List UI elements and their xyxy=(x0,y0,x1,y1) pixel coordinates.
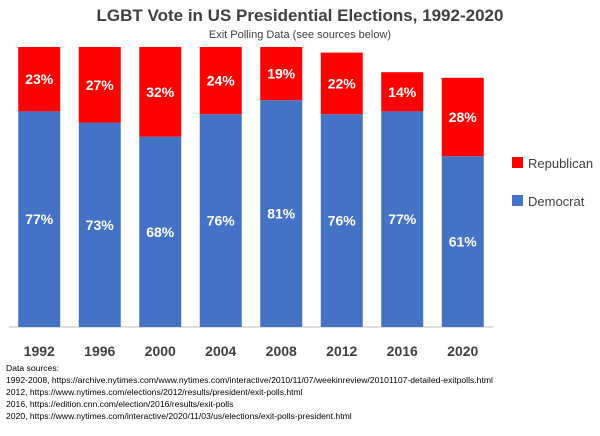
source-line[interactable]: 2016, https://edition.cnn.com/election/2… xyxy=(6,399,234,409)
x-tick-label: 2004 xyxy=(205,343,236,359)
bar-republican xyxy=(381,72,424,112)
data-label-republican: 22% xyxy=(328,75,357,91)
legend-swatch xyxy=(512,157,523,168)
data-label-republican: 19% xyxy=(267,66,296,82)
data-label-democrat: 77% xyxy=(388,211,417,227)
bar-democrat xyxy=(441,156,484,327)
legend-label: Republican xyxy=(528,156,593,171)
data-label-democrat: 73% xyxy=(86,217,115,233)
bar-republican xyxy=(18,47,61,112)
x-tick-label: 2020 xyxy=(447,343,478,359)
bar-republican xyxy=(139,47,182,137)
data-label-democrat: 76% xyxy=(328,213,357,229)
chart-title: LGBT Vote in US Presidential Elections, … xyxy=(96,6,504,25)
data-label-democrat: 76% xyxy=(207,213,236,229)
data-label-democrat: 81% xyxy=(267,206,296,222)
x-tick-label: 2008 xyxy=(266,343,297,359)
x-tick-label: 1992 xyxy=(24,343,55,359)
chart-plot: 77% 23% 1992 73% 27% 1996 68% 32% 2000 76% 24% 2004… xyxy=(9,47,593,359)
data-label-democrat: 61% xyxy=(449,234,478,250)
data-label-republican: 28% xyxy=(449,109,478,125)
chart-subtitle: Exit Polling Data (see sources below) xyxy=(208,29,392,41)
x-tick-label: 2000 xyxy=(145,343,176,359)
bar-democrat xyxy=(139,136,182,327)
source-line[interactable]: 1992-2008, https://archive.nytimes.com/w… xyxy=(6,375,493,385)
data-label-republican: 23% xyxy=(25,71,54,87)
bar-democrat xyxy=(199,114,242,327)
bar-republican xyxy=(320,52,363,115)
data-sources: Data sources: 1992-2008, https://archive… xyxy=(6,362,596,422)
bar-republican xyxy=(199,47,242,115)
bar-republican xyxy=(441,77,484,157)
data-label-republican: 27% xyxy=(86,77,115,93)
x-tick-label: 2016 xyxy=(387,343,418,359)
data-label-democrat: 68% xyxy=(146,224,175,240)
sources-heading: Data sources: xyxy=(6,363,60,373)
x-tick-label: 1996 xyxy=(84,343,115,359)
bar-democrat xyxy=(78,122,121,327)
bar-democrat xyxy=(18,111,61,328)
legend-swatch xyxy=(512,195,523,206)
bar-democrat xyxy=(260,100,303,327)
data-label-republican: 24% xyxy=(207,73,236,89)
bar-democrat xyxy=(381,111,424,328)
data-label-democrat: 77% xyxy=(25,211,54,227)
source-line[interactable]: 2012, https://www.nytimes.com/elections/… xyxy=(6,387,303,397)
data-label-republican: 32% xyxy=(146,84,175,100)
x-tick-label: 2012 xyxy=(326,343,357,359)
bar-republican xyxy=(78,47,121,123)
source-line[interactable]: 2020, https://www.nytimes.com/interactiv… xyxy=(6,411,352,421)
bar-republican xyxy=(260,47,303,101)
legend-label: Democrat xyxy=(528,194,585,209)
bar-democrat xyxy=(320,114,363,327)
data-label-republican: 14% xyxy=(388,84,417,100)
